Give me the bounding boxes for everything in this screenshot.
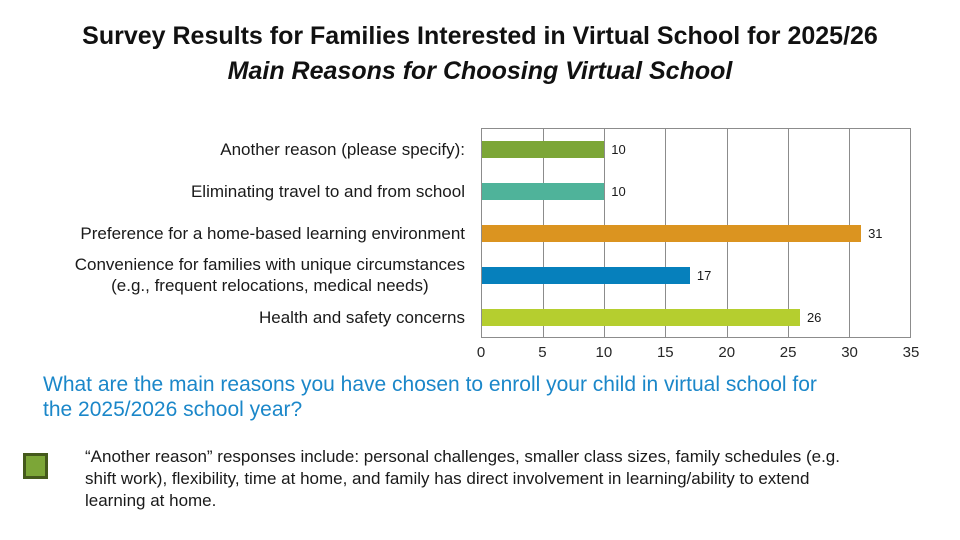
page-subtitle: Main Reasons for Choosing Virtual School bbox=[227, 57, 733, 85]
x-tick-label: 15 bbox=[656, 344, 674, 361]
x-tick-label: 5 bbox=[538, 344, 547, 361]
bar-value-label: 26 bbox=[806, 309, 822, 325]
bar-5 bbox=[482, 308, 800, 326]
category-label: Another reason (please specify): bbox=[220, 139, 465, 159]
x-axis: 0 5 10 15 20 25 30 35 bbox=[477, 344, 920, 364]
plot-area: 10 10 31 17 26 bbox=[481, 128, 911, 338]
x-tick-label: 20 bbox=[718, 344, 736, 361]
bar-value-label: 10 bbox=[611, 183, 626, 199]
page-title: Survey Results for Families Interested i… bbox=[82, 22, 878, 50]
category-label: Convenience for families with unique cir… bbox=[74, 255, 465, 295]
bar-3 bbox=[482, 224, 862, 242]
x-tick-label: 30 bbox=[841, 344, 858, 361]
note-text-line-3: learning at home. bbox=[85, 491, 217, 510]
x-tick-label: 0 bbox=[476, 344, 486, 361]
category-label: Eliminating travel to and from school bbox=[190, 181, 465, 201]
survey-question-line-1: What are the main reasons you have chose… bbox=[43, 373, 817, 396]
note-text: “Another reason” responses include: pers… bbox=[85, 446, 945, 512]
legend-swatch bbox=[23, 453, 48, 479]
bar-1 bbox=[482, 140, 605, 158]
bar-value-label: 17 bbox=[696, 267, 712, 283]
x-tick-label: 25 bbox=[779, 344, 797, 361]
x-tick-label: 35 bbox=[902, 344, 920, 361]
bar-4 bbox=[482, 266, 690, 284]
bar-value-label: 31 bbox=[868, 225, 883, 241]
category-label: Preference for a home-based learning env… bbox=[80, 223, 465, 243]
bar-chart: Another reason (please specify): Eliminat… bbox=[0, 128, 960, 368]
x-tick-label: 10 bbox=[595, 344, 613, 361]
survey-question-line-2: the 2025/2026 school year? bbox=[43, 398, 303, 421]
bar-2 bbox=[482, 182, 605, 200]
category-label: Health and safety concerns bbox=[258, 307, 465, 327]
legend-note: “Another reason” responses include: pers… bbox=[0, 446, 960, 526]
category-labels: Another reason (please specify): Eliminat… bbox=[0, 128, 465, 338]
note-text-line-2: shift work), flexibility, time at home, … bbox=[85, 469, 810, 488]
survey-question: What are the main reasons you have chose… bbox=[43, 372, 943, 422]
bar-value-label: 10 bbox=[611, 141, 626, 157]
note-text-line-1: “Another reason” responses include: pers… bbox=[85, 447, 840, 466]
